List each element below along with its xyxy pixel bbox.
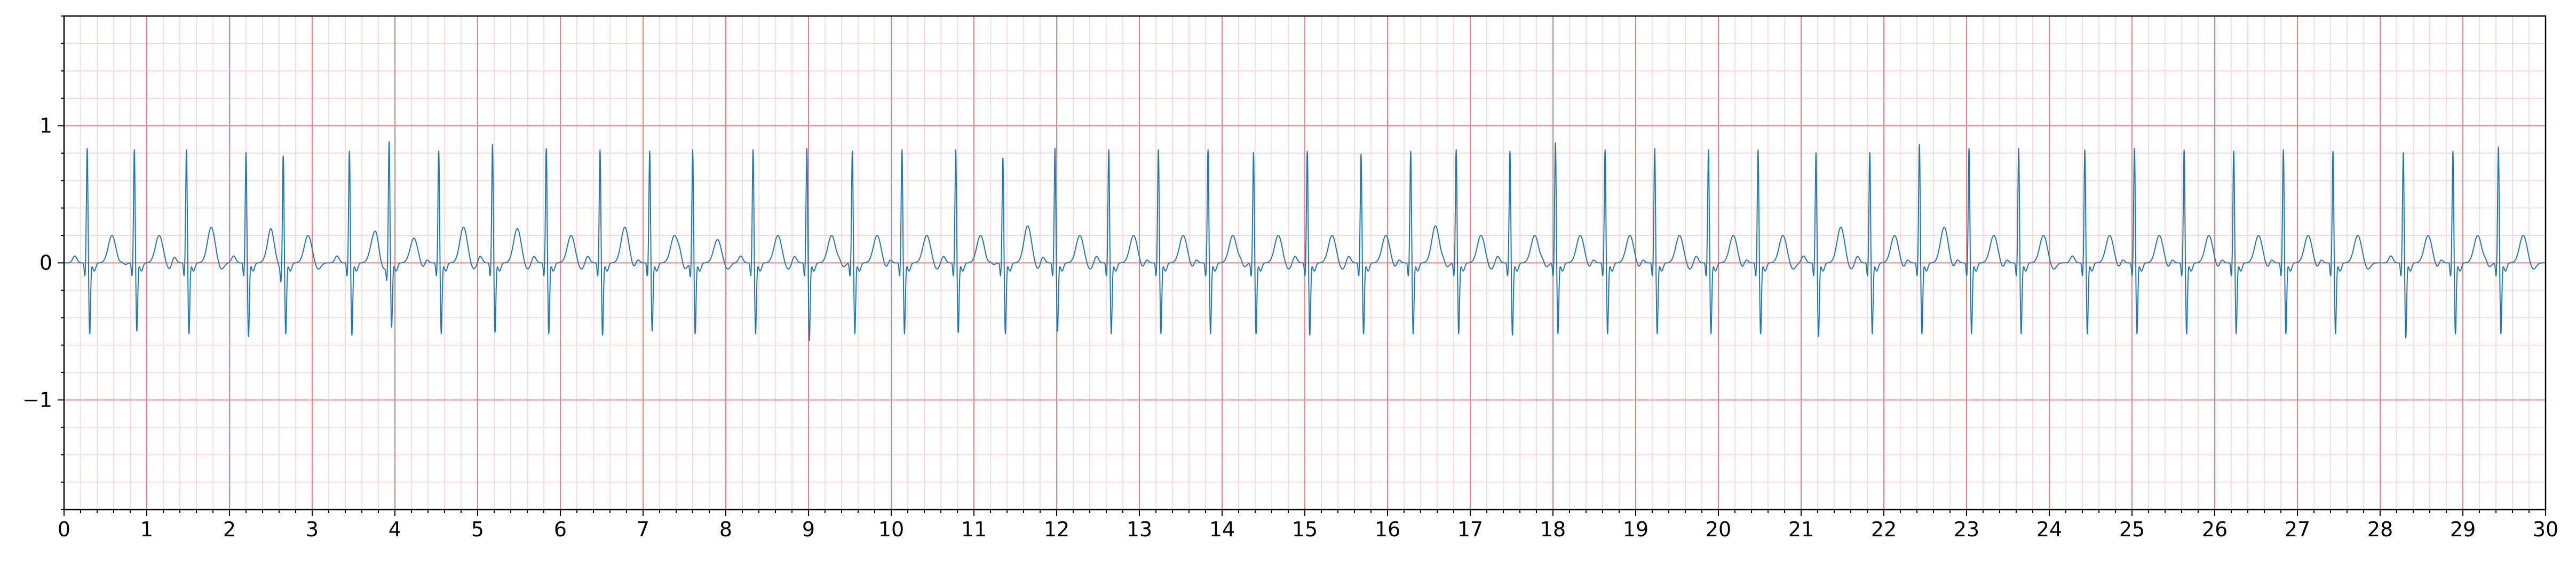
x-tick-label: 4 (389, 518, 401, 541)
x-tick-label: 25 (2119, 518, 2145, 541)
x-tick-label: 6 (554, 518, 567, 541)
x-tick-label: 27 (2285, 518, 2310, 541)
x-tick-label: 11 (961, 518, 987, 541)
y-tick-labels: 1 0 −1 (22, 114, 52, 412)
x-tick-label: 21 (1788, 518, 1814, 541)
y-tick-label: −1 (22, 388, 52, 411)
x-tick-label: 26 (2202, 518, 2228, 541)
x-tick-label: 18 (1540, 518, 1566, 541)
x-tick-label: 16 (1375, 518, 1400, 541)
x-tick-label: 9 (802, 518, 815, 541)
x-tick-labels: 0 1 2 3 4 5 6 7 8 9 10 11 12 13 14 15 16 17 18 19 20 21 22 23 24… (58, 518, 2558, 541)
x-tick-label: 2 (223, 518, 236, 541)
y-tick-label: 0 (39, 251, 52, 275)
ecg-trace-line (64, 141, 2546, 342)
x-tick-label: 3 (306, 518, 319, 541)
x-tick-label: 13 (1127, 518, 1152, 541)
x-tick-label: 17 (1457, 518, 1483, 541)
x-tick-label: 22 (1871, 518, 1897, 541)
x-tick-label: 14 (1209, 518, 1235, 541)
x-tick-label: 23 (1954, 518, 1979, 541)
x-tick-label: 20 (1706, 518, 1731, 541)
x-tick-label: 10 (878, 518, 904, 541)
trace-layer (64, 141, 2546, 342)
x-tick-label: 15 (1292, 518, 1318, 541)
x-tick-label: 19 (1623, 518, 1648, 541)
y-tick-marks (58, 15, 64, 510)
y-tick-label: 1 (39, 114, 52, 138)
x-tick-label: 24 (2036, 518, 2062, 541)
x-tick-marks (64, 510, 2546, 516)
x-tick-label: 7 (637, 518, 649, 541)
x-tick-label: 1 (140, 518, 153, 541)
x-tick-label: 0 (58, 518, 70, 541)
x-tick-label: 29 (2450, 518, 2476, 541)
x-tick-label: 12 (1044, 518, 1069, 541)
x-tick-label: 30 (2533, 518, 2558, 541)
x-tick-label: 28 (2367, 518, 2393, 541)
x-tick-label: 8 (719, 518, 732, 541)
x-tick-label: 5 (471, 518, 484, 541)
